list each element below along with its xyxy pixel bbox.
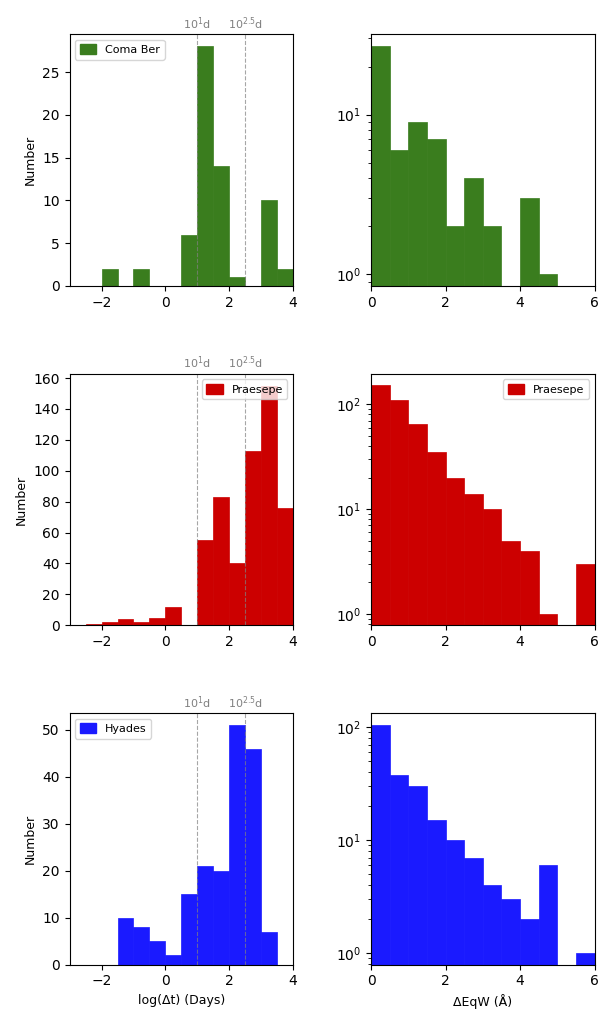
Bar <box>229 278 245 286</box>
Bar <box>464 178 483 1024</box>
Bar <box>502 541 520 1024</box>
Bar <box>538 613 558 1024</box>
Bar <box>245 451 261 626</box>
Bar <box>213 166 229 286</box>
Bar <box>390 774 408 1024</box>
Bar <box>261 386 277 626</box>
Bar <box>390 400 408 1024</box>
X-axis label: ΔEqW (Å): ΔEqW (Å) <box>453 994 513 1009</box>
Bar <box>213 497 229 626</box>
Text: $10^{2.5}$d: $10^{2.5}$d <box>228 694 263 711</box>
Bar <box>538 274 558 1024</box>
Bar <box>483 509 502 1024</box>
Bar <box>181 234 197 286</box>
Bar <box>520 551 538 1024</box>
Bar <box>277 508 293 626</box>
Bar <box>165 607 181 626</box>
Bar <box>576 953 594 1024</box>
Bar <box>483 226 502 1024</box>
Bar <box>538 865 558 1024</box>
Bar <box>133 268 149 286</box>
Bar <box>229 563 245 626</box>
Bar <box>576 564 594 1024</box>
Bar <box>229 725 245 965</box>
Bar <box>165 955 181 965</box>
X-axis label: log(Δt) (Days): log(Δt) (Days) <box>138 994 225 1007</box>
Bar <box>446 477 464 1024</box>
Text: $10^1$d: $10^1$d <box>184 694 211 711</box>
Y-axis label: Number: Number <box>15 474 28 524</box>
Bar <box>149 617 165 626</box>
Bar <box>427 820 446 1024</box>
Bar <box>371 46 390 1024</box>
Bar <box>446 226 464 1024</box>
Bar <box>371 385 390 1024</box>
Legend: Coma Ber: Coma Ber <box>75 40 165 59</box>
Bar <box>408 122 427 1024</box>
Bar <box>427 452 446 1024</box>
Y-axis label: Number: Number <box>24 814 37 864</box>
Bar <box>261 932 277 965</box>
Bar <box>464 494 483 1024</box>
Bar <box>245 749 261 965</box>
Text: $10^1$d: $10^1$d <box>184 15 211 32</box>
Text: $10^{2.5}$d: $10^{2.5}$d <box>228 354 263 371</box>
Bar <box>502 899 520 1024</box>
Bar <box>133 623 149 626</box>
Legend: Praesepe: Praesepe <box>503 380 589 399</box>
Bar <box>197 46 213 286</box>
Bar <box>446 841 464 1024</box>
Bar <box>390 151 408 1024</box>
Bar <box>277 268 293 286</box>
Bar <box>101 623 117 626</box>
Bar <box>520 920 538 1024</box>
Y-axis label: Number: Number <box>24 135 37 185</box>
Legend: Hyades: Hyades <box>75 719 151 738</box>
Bar <box>197 866 213 965</box>
Bar <box>371 725 390 1024</box>
Bar <box>464 858 483 1024</box>
Bar <box>149 941 165 965</box>
Bar <box>181 894 197 965</box>
Bar <box>408 424 427 1024</box>
Bar <box>117 918 133 965</box>
Legend: Praesepe: Praesepe <box>201 380 287 399</box>
Bar <box>483 885 502 1024</box>
Text: $10^{2.5}$d: $10^{2.5}$d <box>228 15 263 32</box>
Bar <box>261 201 277 286</box>
Text: $10^1$d: $10^1$d <box>184 354 211 371</box>
Bar <box>520 199 538 1024</box>
Bar <box>133 927 149 965</box>
Bar <box>213 870 229 965</box>
Bar <box>197 541 213 626</box>
Bar <box>85 624 101 626</box>
Bar <box>117 620 133 626</box>
Bar <box>427 139 446 1024</box>
Bar <box>101 268 117 286</box>
Bar <box>408 786 427 1024</box>
